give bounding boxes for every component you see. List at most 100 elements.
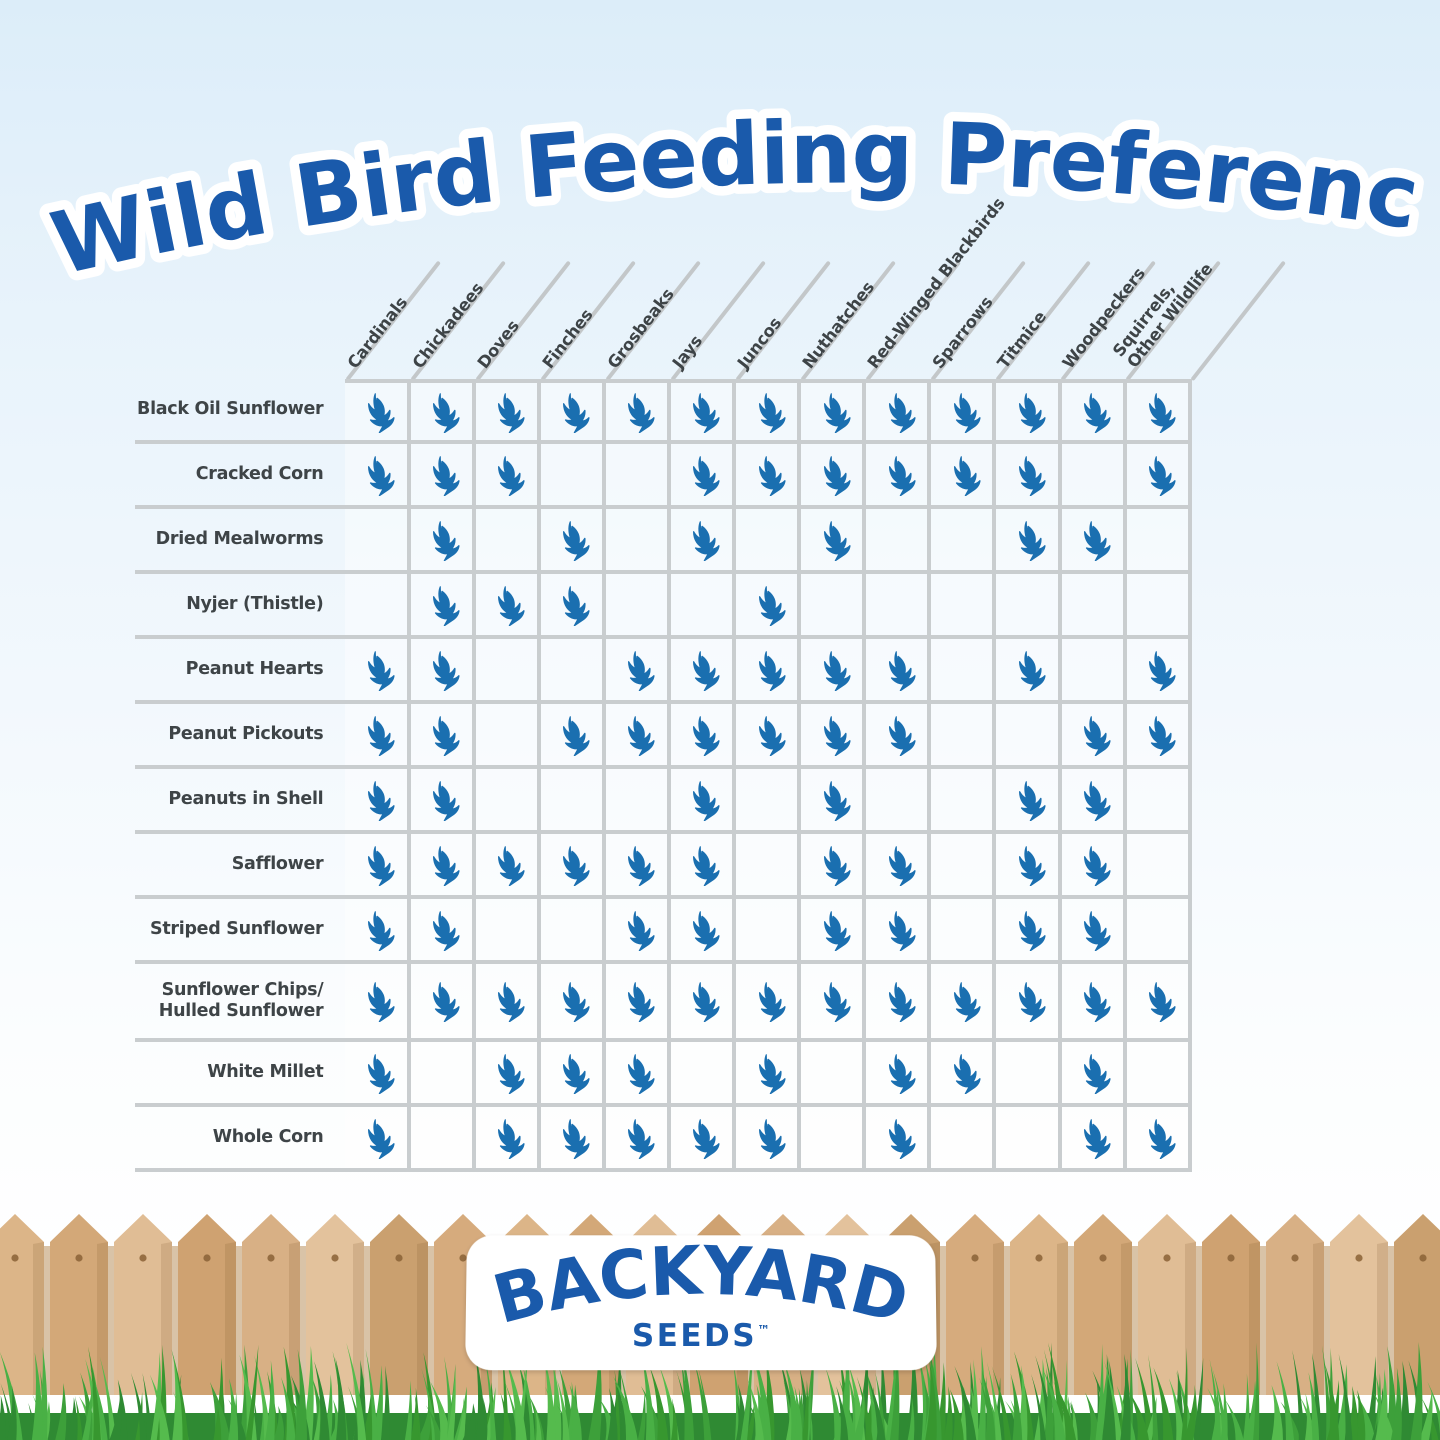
cell-marked[interactable]	[931, 1042, 997, 1107]
row-label-cracked-corn[interactable]: Cracked Corn	[135, 444, 346, 509]
cell-marked[interactable]	[996, 509, 1062, 574]
row-label-whole-corn[interactable]: Whole Corn	[135, 1107, 346, 1172]
cell-marked[interactable]	[1061, 899, 1127, 964]
cell-marked[interactable]	[540, 1042, 606, 1107]
cell-empty[interactable]	[931, 639, 997, 704]
cell-marked[interactable]	[801, 834, 867, 899]
cell-marked[interactable]	[540, 379, 606, 444]
cell-marked[interactable]	[475, 574, 541, 639]
cell-marked[interactable]	[670, 1107, 737, 1172]
cell-marked[interactable]	[1126, 1107, 1192, 1172]
cell-marked[interactable]	[931, 444, 997, 509]
cell-empty[interactable]	[866, 509, 932, 574]
column-header-sparrows[interactable]: Sparrows	[929, 292, 997, 372]
cell-marked[interactable]	[1126, 639, 1192, 704]
row-label-white-millet[interactable]: White Millet	[135, 1042, 346, 1107]
cell-marked[interactable]	[605, 964, 671, 1042]
cell-marked[interactable]	[736, 444, 802, 509]
cell-marked[interactable]	[410, 574, 476, 639]
cell-marked[interactable]	[410, 639, 476, 704]
cell-empty[interactable]	[931, 509, 997, 574]
cell-empty[interactable]	[801, 574, 867, 639]
cell-marked[interactable]	[866, 704, 932, 769]
cell-marked[interactable]	[996, 899, 1062, 964]
cell-empty[interactable]	[866, 574, 932, 639]
cell-marked[interactable]	[996, 379, 1062, 444]
cell-marked[interactable]	[866, 899, 932, 964]
row-label-peanut-hearts[interactable]: Peanut Hearts	[135, 639, 346, 704]
cell-marked[interactable]	[1061, 1042, 1127, 1107]
brand-logo[interactable]: BACKYARD BACKYARD SEEDS™	[465, 1226, 937, 1371]
cell-marked[interactable]	[345, 639, 411, 704]
cell-marked[interactable]	[540, 704, 606, 769]
cell-marked[interactable]	[931, 964, 997, 1042]
cell-marked[interactable]	[801, 509, 867, 574]
cell-marked[interactable]	[475, 379, 541, 444]
cell-marked[interactable]	[605, 704, 671, 769]
cell-marked[interactable]	[801, 444, 867, 509]
row-label-dried-mealworms[interactable]: Dried Mealworms	[135, 509, 346, 574]
cell-marked[interactable]	[670, 899, 737, 964]
cell-marked[interactable]	[931, 379, 997, 444]
row-label-black-oil-sunflower[interactable]: Black Oil Sunflower	[135, 379, 346, 444]
cell-marked[interactable]	[996, 639, 1062, 704]
cell-marked[interactable]	[736, 639, 802, 704]
cell-marked[interactable]	[605, 639, 671, 704]
cell-marked[interactable]	[670, 639, 737, 704]
cell-marked[interactable]	[1061, 964, 1127, 1042]
cell-marked[interactable]	[1061, 704, 1127, 769]
column-header-juncos[interactable]: Juncos	[734, 313, 786, 372]
cell-empty[interactable]	[996, 704, 1062, 769]
cell-marked[interactable]	[996, 964, 1062, 1042]
column-header-squirrels-other-wildlife[interactable]: Squirrels, Other Wildlife	[1109, 249, 1217, 372]
column-header-titmice[interactable]: Titmice	[994, 307, 1050, 372]
column-header-grosbeaks[interactable]: Grosbeaks	[604, 284, 678, 372]
cell-marked[interactable]	[801, 899, 867, 964]
cell-marked[interactable]	[475, 834, 541, 899]
cell-empty[interactable]	[1061, 639, 1127, 704]
cell-empty[interactable]	[410, 1107, 476, 1172]
cell-marked[interactable]	[736, 964, 802, 1042]
cell-marked[interactable]	[345, 1042, 411, 1107]
cell-empty[interactable]	[996, 1107, 1062, 1172]
cell-marked[interactable]	[345, 899, 411, 964]
cell-marked[interactable]	[801, 964, 867, 1042]
cell-marked[interactable]	[736, 379, 802, 444]
cell-empty[interactable]	[931, 1107, 997, 1172]
cell-marked[interactable]	[540, 964, 606, 1042]
cell-marked[interactable]	[345, 704, 411, 769]
cell-marked[interactable]	[410, 964, 476, 1042]
cell-marked[interactable]	[866, 1042, 932, 1107]
cell-empty[interactable]	[670, 574, 737, 639]
cell-empty[interactable]	[736, 769, 802, 834]
cell-empty[interactable]	[540, 639, 606, 704]
cell-empty[interactable]	[475, 704, 541, 769]
cell-marked[interactable]	[801, 769, 867, 834]
cell-empty[interactable]	[931, 704, 997, 769]
cell-marked[interactable]	[866, 379, 932, 444]
cell-marked[interactable]	[410, 509, 476, 574]
cell-empty[interactable]	[670, 1042, 737, 1107]
cell-empty[interactable]	[1061, 574, 1127, 639]
cell-empty[interactable]	[996, 1042, 1062, 1107]
cell-marked[interactable]	[605, 899, 671, 964]
cell-marked[interactable]	[866, 639, 932, 704]
cell-marked[interactable]	[736, 704, 802, 769]
cell-marked[interactable]	[410, 834, 476, 899]
cell-marked[interactable]	[1126, 444, 1192, 509]
cell-empty[interactable]	[1061, 444, 1127, 509]
cell-marked[interactable]	[1061, 769, 1127, 834]
cell-empty[interactable]	[801, 1042, 867, 1107]
cell-empty[interactable]	[736, 899, 802, 964]
cell-marked[interactable]	[410, 379, 476, 444]
cell-marked[interactable]	[605, 1107, 671, 1172]
cell-marked[interactable]	[540, 834, 606, 899]
cell-marked[interactable]	[605, 379, 671, 444]
cell-marked[interactable]	[736, 574, 802, 639]
cell-empty[interactable]	[345, 509, 411, 574]
cell-marked[interactable]	[1126, 704, 1192, 769]
cell-marked[interactable]	[345, 444, 411, 509]
cell-empty[interactable]	[996, 574, 1062, 639]
cell-marked[interactable]	[736, 1042, 802, 1107]
cell-marked[interactable]	[345, 769, 411, 834]
